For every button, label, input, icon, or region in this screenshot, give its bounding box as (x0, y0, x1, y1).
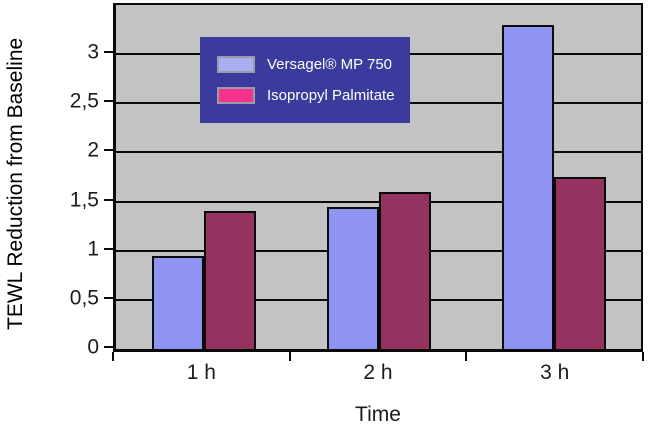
x-tick-mark (642, 352, 644, 361)
y-tick-mark (104, 149, 113, 152)
y-tick-label: 0,5 (69, 286, 99, 310)
bar-isopropyl-palmitate (203, 211, 256, 349)
x-axis-ticks (112, 352, 644, 361)
bar-versagel-mp-750 (151, 255, 204, 349)
y-tick-label: 1,5 (69, 188, 99, 212)
legend-swatch-versagel (217, 56, 255, 73)
bar-isopropyl-palmitate (378, 191, 431, 349)
legend-row-versagel: Versagel® MP 750 (217, 56, 410, 73)
x-tick-mark (465, 352, 468, 361)
legend-row-isopropyl: Isopropyl Palmitate (217, 87, 410, 104)
y-tick-mark (104, 51, 113, 54)
y-tick-mark (104, 346, 113, 348)
bar-versagel-mp-750 (501, 24, 554, 349)
x-tick-label: 1 h (186, 361, 216, 384)
legend: Versagel® MP 750 Isopropyl Palmitate (200, 37, 410, 123)
bar-isopropyl-palmitate (553, 177, 606, 349)
x-tick-label: 3 h (540, 361, 570, 384)
x-tick-mark (112, 352, 114, 361)
y-tick-mark (104, 247, 113, 250)
x-axis-labels: 1 h 2 h 3 h (113, 361, 643, 385)
bar-group (291, 5, 466, 349)
bar-group (466, 5, 641, 349)
y-tick-mark (104, 198, 113, 201)
x-axis-title: Time (355, 403, 401, 426)
x-tick-label: 2 h (363, 361, 393, 384)
bar-groups (116, 5, 641, 349)
y-tick-label: 0 (87, 335, 99, 359)
gridline (116, 151, 641, 154)
legend-label-isopropyl: Isopropyl Palmitate (267, 87, 395, 104)
x-tick-mark (288, 352, 291, 361)
y-axis-ticks (104, 3, 113, 348)
y-tick-mark (104, 100, 113, 103)
y-tick-label: 2 (87, 138, 99, 162)
y-tick-label: 1 (87, 237, 99, 261)
y-tick-label: 3 (87, 40, 99, 64)
bar-group (116, 5, 291, 349)
y-axis-labels: 0 0,5 1 1,5 2 2,5 3 (0, 3, 99, 358)
y-tick-label: 2,5 (69, 89, 99, 113)
legend-swatch-isopropyl (217, 87, 255, 104)
y-tick-mark (104, 296, 113, 299)
legend-label-versagel: Versagel® MP 750 (267, 56, 393, 73)
bar-versagel-mp-750 (326, 206, 379, 349)
